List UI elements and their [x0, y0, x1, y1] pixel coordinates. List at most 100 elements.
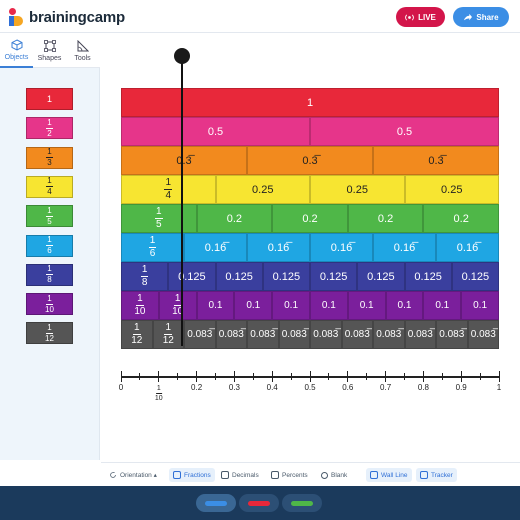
fraction-piece[interactable]: 0.083̅ — [247, 320, 279, 349]
fraction-piece[interactable]: 0.16̅ — [310, 233, 373, 262]
mode-percents[interactable]: Percents — [267, 468, 312, 482]
red-pen-button[interactable] — [239, 494, 279, 512]
sidebar-fraction-tile[interactable]: 1 10 — [26, 293, 73, 316]
sidebar-fraction-tile[interactable]: 1 — [26, 88, 73, 110]
piece-value: 0.083̅ — [439, 329, 465, 340]
number-line-tick — [422, 371, 424, 382]
tick-label-text: 0.3 — [228, 383, 240, 392]
denominator: 4 — [165, 190, 172, 201]
numerator: 1 — [155, 385, 162, 394]
square-select-icon — [43, 40, 56, 52]
fraction-piece[interactable]: 0.1 — [234, 291, 273, 320]
fraction-piece[interactable]: 0.16̅ — [247, 233, 310, 262]
mode-decimals[interactable]: Decimals — [217, 468, 263, 482]
blue-pen-button[interactable] — [196, 494, 236, 512]
fraction-piece[interactable]: 0.2 — [423, 204, 499, 233]
green-pen-button[interactable] — [282, 494, 322, 512]
fraction-piece[interactable]: 0.1 — [461, 291, 499, 320]
fraction-piece[interactable]: 0.1 — [385, 291, 424, 320]
fraction-piece[interactable]: 0.16̅ — [373, 233, 436, 262]
fraction-piece[interactable]: 0.083̅ — [278, 320, 310, 349]
fraction-piece[interactable]: 0.1 — [272, 291, 310, 320]
share-button[interactable]: Share — [453, 7, 509, 27]
fraction-piece[interactable]: 0.3̅ — [121, 146, 247, 175]
piece-value: 0.083̅ — [344, 329, 370, 340]
fraction-piece[interactable]: 0.125 — [168, 262, 216, 291]
fraction-piece[interactable]: 0.1 — [309, 291, 348, 320]
fraction-piece[interactable]: 0.083̅ — [404, 320, 436, 349]
fraction-piece[interactable]: 0.3̅ — [373, 146, 499, 175]
number-line-tick — [290, 373, 292, 380]
tile-label: 1 — [46, 94, 52, 104]
fraction-piece[interactable]: 0.083̅ — [341, 320, 373, 349]
fraction-piece[interactable]: 0.083̅ — [373, 320, 405, 349]
piece-value: 1 — [306, 96, 314, 109]
fraction-piece[interactable]: 0.3̅ — [247, 146, 373, 175]
denominator: 3 — [47, 158, 52, 168]
fraction-piece[interactable]: 0.25 — [404, 175, 499, 204]
fraction-label: 1 10 — [45, 294, 54, 314]
fraction-piece[interactable]: 0.2 — [347, 204, 424, 233]
fraction-piece[interactable]: 0.1 — [347, 291, 386, 320]
tracker-line[interactable] — [181, 56, 183, 346]
fraction-piece[interactable]: 1 12 — [121, 320, 153, 349]
fraction-piece[interactable]: 1 — [121, 88, 499, 117]
tab-tools[interactable]: Tools — [66, 34, 99, 68]
number-line-tick — [385, 371, 387, 382]
fraction-piece[interactable]: 0.083̅ — [467, 320, 499, 349]
fraction-piece[interactable]: 0.16̅ — [436, 233, 499, 262]
fraction-piece[interactable]: 0.5 — [121, 117, 310, 146]
number-line-label: 0.4 — [267, 383, 278, 392]
live-button[interactable]: LIVE — [396, 7, 445, 27]
fraction-piece[interactable]: 0.16̅ — [184, 233, 247, 262]
fraction-piece[interactable]: 0.1 — [196, 291, 235, 320]
mode-fractions-label: Fractions — [184, 471, 211, 479]
wall-line-toggle[interactable]: Wall Line — [366, 468, 412, 482]
fraction-piece[interactable]: 0.1 — [423, 291, 462, 320]
fraction-piece[interactable]: 0.083̅ — [436, 320, 468, 349]
fraction-piece[interactable]: 0.5 — [310, 117, 499, 146]
fraction-piece[interactable]: 0.125 — [215, 262, 263, 291]
fraction-piece[interactable]: 1 10 — [121, 291, 159, 320]
sidebar-fraction-tile[interactable]: 1 12 — [26, 322, 73, 345]
fraction-piece[interactable]: 0.2 — [196, 204, 273, 233]
fraction-piece[interactable]: 0.25 — [310, 175, 405, 204]
fraction-piece[interactable]: 0.083̅ — [310, 320, 342, 349]
broadcast-icon — [405, 13, 414, 21]
piece-value: 0.083̅ — [218, 329, 244, 340]
fraction-piece[interactable]: 1 12 — [152, 320, 184, 349]
fraction-piece[interactable]: 0.125 — [310, 262, 358, 291]
tracker-toggle[interactable]: Tracker — [416, 468, 457, 482]
orientation-toggle[interactable]: Orientation ▴ — [105, 468, 161, 482]
orientation-label: Orientation ▴ — [120, 472, 157, 479]
mode-fractions[interactable]: Fractions — [169, 468, 215, 482]
fraction-piece[interactable]: 0.25 — [215, 175, 310, 204]
fraction-piece[interactable]: 1 10 — [158, 291, 197, 320]
mode-blank[interactable]: Blank — [317, 468, 351, 482]
fraction-piece[interactable]: 0.125 — [451, 262, 499, 291]
number-line-tick — [196, 371, 198, 382]
fraction-piece[interactable]: 0.125 — [404, 262, 452, 291]
tab-objects[interactable]: Objects — [0, 34, 33, 68]
fraction-piece[interactable]: 0.083̅ — [215, 320, 247, 349]
denominator: 8 — [141, 277, 148, 288]
tracker-handle[interactable] — [174, 48, 190, 64]
fraction-piece[interactable]: 0.083̅ — [184, 320, 216, 349]
fraction-piece[interactable]: 0.2 — [272, 204, 348, 233]
piece-value: 0.16̅ — [204, 241, 227, 254]
tab-shapes[interactable]: Shapes — [33, 34, 66, 68]
live-button-label: LIVE — [418, 12, 436, 22]
fraction-piece[interactable]: 0.125 — [262, 262, 310, 291]
fraction-piece[interactable]: 0.125 — [357, 262, 405, 291]
